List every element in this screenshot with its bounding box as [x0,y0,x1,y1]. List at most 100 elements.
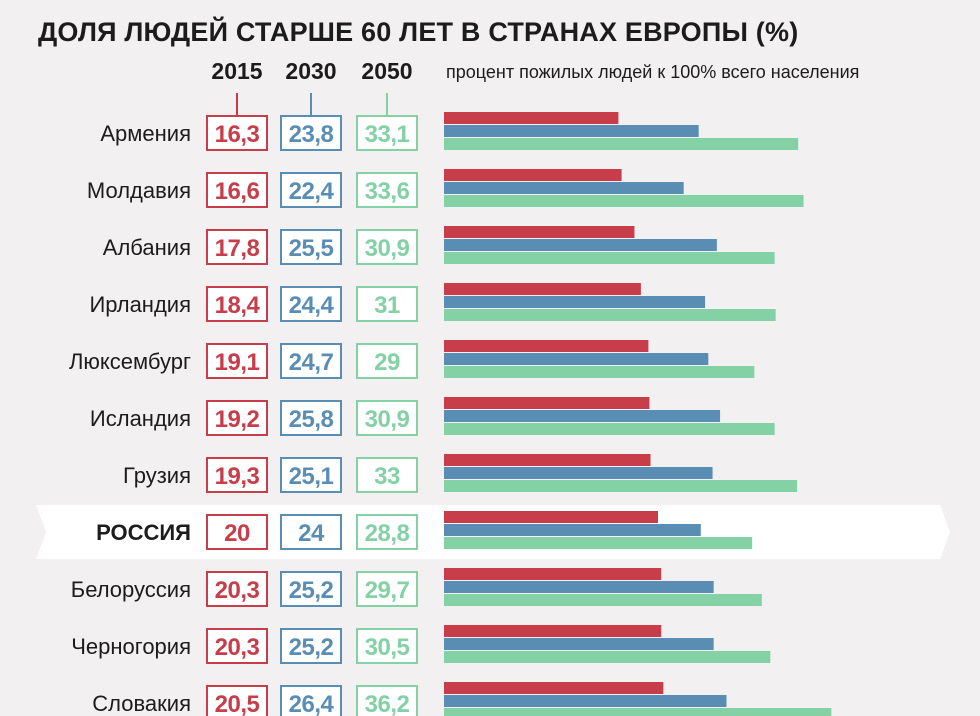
value-box-2015 [206,457,268,493]
country-label: РОССИЯ [96,520,191,545]
value-label-2015: 19,1 [215,349,260,376]
value-label-2050: 29 [374,349,400,376]
value-label-2030: 26,4 [289,691,335,716]
value-box-2050 [356,571,418,607]
country-label: Молдавия [87,178,191,203]
value-label-2030: 25,2 [289,577,334,604]
value-label-2050: 29,7 [365,577,410,604]
bar-2030 [444,467,713,479]
country-label: Белоруссия [71,577,191,602]
value-label-2030: 22,4 [289,178,335,205]
value-box-2015 [206,229,268,265]
value-label-2030: 24 [298,520,325,547]
value-label-2015: 19,2 [215,406,260,433]
bar-2030 [444,353,709,365]
country-label: Грузия [123,463,191,488]
value-label-2030: 23,8 [289,121,334,148]
value-label-2030: 25,2 [289,634,334,661]
bar-2015 [444,226,635,238]
value-label-2015: 16,3 [215,121,260,148]
value-box-2050 [356,172,418,208]
value-box-2030 [280,685,342,716]
value-box-2050 [356,343,418,379]
bar-2015 [444,682,664,694]
value-label-2050: 33,6 [365,178,410,205]
bar-2030 [444,239,717,251]
bars-caption: процент пожилых людей к 100% всего насел… [446,62,860,82]
value-box-2050 [356,457,418,493]
value-label-2015: 19,3 [215,463,260,490]
country-label: Люксембург [69,349,191,374]
value-box-2050 [356,286,418,322]
bar-2030 [444,296,706,308]
year-header-2015: 2015 [211,58,263,84]
value-box-2015 [206,514,268,550]
value-label-2030: 25,5 [289,235,334,262]
value-box-2030 [280,286,342,322]
country-label: Исландия [90,406,191,431]
bar-2015 [444,283,641,295]
value-box-2050 [356,400,418,436]
bar-2050 [444,594,762,606]
value-label-2050: 28,8 [365,520,410,547]
value-label-2050: 30,9 [365,406,410,433]
bar-2030 [444,410,721,422]
value-label-2030: 25,1 [289,463,334,490]
value-box-2015 [206,172,268,208]
value-label-2015: 16,6 [215,178,260,205]
bar-2015 [444,568,662,580]
bar-2050 [444,195,804,207]
value-label-2030: 24,4 [289,292,335,319]
year-header-2050: 2050 [361,58,413,84]
bar-2015 [444,454,651,466]
value-label-2050: 33,1 [365,121,410,148]
bar-2030 [444,182,684,194]
bar-2050 [444,708,832,716]
value-label-2015: 18,4 [215,292,261,319]
year-header-2030: 2030 [285,58,337,84]
bar-2050 [444,309,776,321]
bar-2030 [444,125,699,137]
value-box-2030 [280,457,342,493]
bar-2050 [444,366,755,378]
chart-title: ДОЛЯ ЛЮДЕЙ СТАРШЕ 60 ЛЕТ В СТРАНАХ ЕВРОП… [38,17,799,47]
value-label-2050: 33 [374,463,400,490]
bar-2015 [444,397,650,409]
value-box-2030 [280,628,342,664]
bar-2050 [444,651,771,663]
country-label: Армения [100,121,191,146]
value-label-2015: 17,8 [215,235,260,262]
value-label-2050: 30,5 [365,634,410,661]
bar-2030 [444,581,714,593]
bar-2050 [444,252,775,264]
value-label-2030: 25,8 [289,406,334,433]
value-box-2050 [356,229,418,265]
value-box-2015 [206,571,268,607]
value-box-2030 [280,229,342,265]
bar-2030 [444,638,714,650]
value-box-2050 [356,514,418,550]
value-box-2015 [206,400,268,436]
value-box-2030 [280,115,342,151]
value-box-2015 [206,286,268,322]
value-label-2015: 20 [224,520,250,547]
bar-2030 [444,524,701,536]
value-box-2030 [280,343,342,379]
bar-2015 [444,511,658,523]
value-label-2015: 20,3 [215,577,260,604]
country-label: Ирландия [89,292,191,317]
value-box-2015 [206,343,268,379]
bar-2015 [444,169,622,181]
value-box-2015 [206,115,268,151]
value-label-2050: 30,9 [365,235,410,262]
country-label: Албания [103,235,191,260]
bar-2050 [444,480,798,492]
value-label-2015: 20,5 [215,691,260,716]
value-box-2030 [280,172,342,208]
value-box-2050 [356,115,418,151]
value-box-2050 [356,685,418,716]
bar-2050 [444,138,799,150]
value-label-2015: 20,3 [215,634,260,661]
